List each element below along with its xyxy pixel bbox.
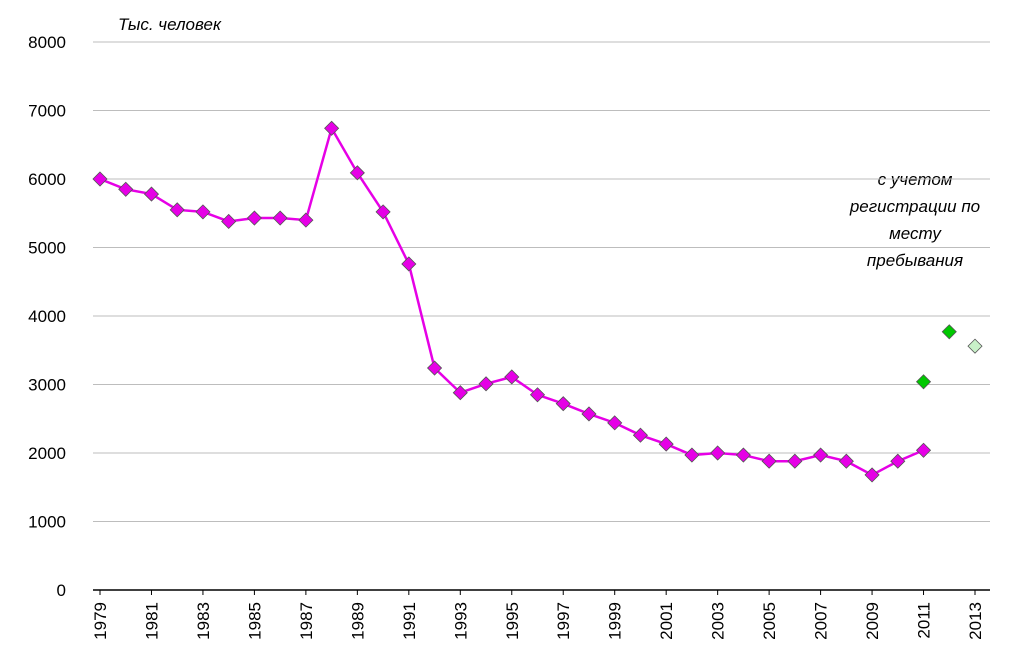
y-tick-label: 1000 — [28, 513, 66, 532]
marker — [529, 387, 546, 403]
marker — [684, 447, 700, 463]
note-line: месту — [889, 224, 942, 243]
marker — [581, 406, 597, 422]
x-tick-label: 1985 — [245, 602, 264, 640]
y-tick-label: 3000 — [28, 376, 66, 395]
unit-label: Тыс. человек — [118, 15, 222, 34]
x-tick-label: 2003 — [709, 602, 728, 640]
marker — [658, 436, 674, 452]
y-tick-label: 6000 — [28, 170, 66, 189]
marker — [375, 204, 391, 220]
marker — [941, 324, 957, 340]
series-line — [99, 125, 925, 477]
marker — [92, 171, 108, 187]
marker — [298, 212, 314, 228]
marker — [324, 120, 340, 136]
x-tick-label: 1993 — [451, 602, 470, 640]
marker — [967, 338, 983, 354]
note-line: регистрации по — [849, 197, 980, 216]
marker — [735, 447, 751, 463]
y-tick-label: 7000 — [28, 102, 66, 121]
marker — [426, 360, 443, 376]
x-tick-label: 2013 — [966, 602, 985, 640]
x-tick-label: 1987 — [297, 602, 316, 640]
marker — [169, 202, 185, 218]
marker — [452, 385, 468, 401]
x-tick-label: 2001 — [657, 602, 676, 640]
x-tick-label: 1979 — [91, 602, 110, 640]
marker — [221, 213, 237, 230]
marker — [890, 453, 906, 469]
marker — [246, 210, 262, 226]
x-tick-label: 1991 — [400, 602, 419, 640]
x-tick-label: 2011 — [915, 602, 934, 639]
marker — [632, 427, 649, 443]
x-tick-label: 2005 — [760, 602, 779, 640]
y-tick-label: 0 — [57, 581, 66, 600]
x-tick-label: 1997 — [554, 602, 573, 640]
x-tick-label: 1995 — [503, 602, 522, 640]
marker — [504, 369, 520, 385]
x-tick-label: 1989 — [348, 602, 367, 640]
marker — [118, 181, 134, 197]
marker — [607, 415, 623, 431]
marker — [813, 447, 829, 463]
marker — [478, 376, 494, 392]
y-tick-label: 4000 — [28, 307, 66, 326]
marker — [401, 256, 417, 272]
marker — [864, 467, 880, 483]
y-tick-label: 2000 — [28, 444, 66, 463]
marker — [915, 374, 932, 390]
marker — [838, 453, 854, 469]
x-tick-label: 1999 — [606, 602, 625, 640]
y-tick-label: 8000 — [28, 33, 66, 52]
marker — [915, 442, 932, 458]
note-line: пребывания — [867, 251, 963, 270]
marker — [787, 453, 803, 469]
marker — [272, 210, 288, 226]
x-tick-label: 1983 — [194, 602, 213, 640]
y-tick-label: 5000 — [28, 239, 66, 258]
x-tick-label: 2007 — [812, 602, 831, 640]
x-tick-label: 1981 — [142, 602, 161, 640]
marker — [143, 186, 160, 202]
x-tick-label: 2009 — [863, 602, 882, 640]
marker — [195, 204, 211, 220]
marker — [349, 165, 365, 181]
marker — [761, 453, 777, 469]
marker — [555, 396, 571, 412]
marker — [710, 445, 726, 461]
